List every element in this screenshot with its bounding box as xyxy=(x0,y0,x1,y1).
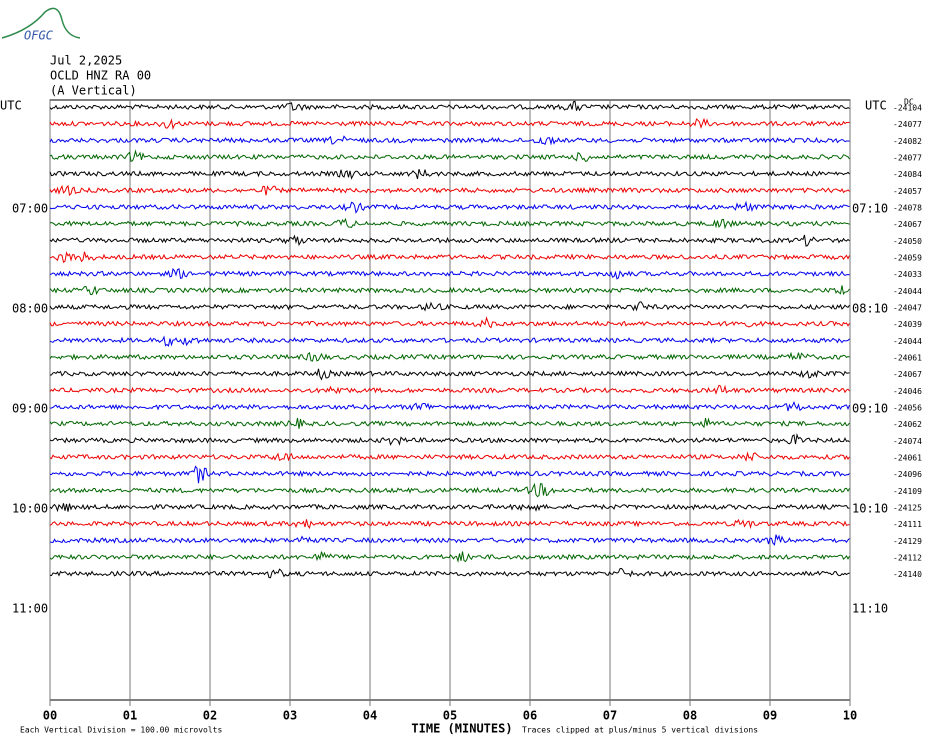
x-tick-label: 04 xyxy=(363,709,377,723)
dc-offset: -24046 xyxy=(893,387,922,396)
x-tick-label: 09 xyxy=(763,709,777,723)
left-label: 07:00 xyxy=(12,202,48,216)
logo: OFGC xyxy=(1,7,81,43)
dc-offset: -24077 xyxy=(893,120,922,129)
x-tick-label: 10 xyxy=(843,709,857,723)
trace xyxy=(49,482,850,498)
dc-offset: -24044 xyxy=(893,287,922,296)
trace xyxy=(49,217,850,230)
trace xyxy=(49,465,850,484)
dc-offset: -24050 xyxy=(893,237,922,246)
right-label: 08:10 xyxy=(852,302,888,316)
right-label: 10:10 xyxy=(852,502,888,516)
dc-offset: -24067 xyxy=(893,220,922,229)
footer-scale: Each Vertical Division = 100.00 microvol… xyxy=(20,726,222,735)
x-tick-label: 05 xyxy=(443,709,457,723)
x-tick-label: 00 xyxy=(43,709,57,723)
dc-offset: -24067 xyxy=(893,370,922,379)
trace xyxy=(49,518,850,530)
trace xyxy=(49,234,850,247)
right-label: 07:10 xyxy=(852,202,888,216)
right-label: 09:10 xyxy=(852,402,888,416)
x-tick-label: 01 xyxy=(123,709,137,723)
trace xyxy=(49,149,850,162)
trace xyxy=(49,100,850,112)
trace xyxy=(49,184,850,196)
dc-offset: -24082 xyxy=(893,137,922,146)
trace xyxy=(49,503,850,513)
dc-offset: -24109 xyxy=(893,487,922,496)
trace xyxy=(49,301,850,312)
x-axis-title: TIME (MINUTES) xyxy=(411,722,512,736)
dc-offset: -24096 xyxy=(893,470,922,479)
dc-offset: -24033 xyxy=(893,270,922,279)
dc-offset: -24104 xyxy=(893,104,922,113)
dc-offset: -24074 xyxy=(893,437,922,446)
trace xyxy=(49,534,850,546)
left-label: UTC xyxy=(0,99,22,113)
dc-offset: -24077 xyxy=(893,154,922,163)
dc-offset: -24061 xyxy=(893,454,922,463)
dc-offset: -24057 xyxy=(893,187,922,196)
dc-offset: -24084 xyxy=(893,170,922,179)
date: Jul 2,2025 xyxy=(50,54,122,68)
station: OCLD HNZ RA 00 xyxy=(50,69,151,83)
right-label: 11:10 xyxy=(852,602,888,616)
dc-offset: -24112 xyxy=(893,554,922,563)
dc-offset: -24062 xyxy=(893,420,922,429)
trace xyxy=(49,251,850,264)
left-label: 08:00 xyxy=(12,302,48,316)
trace xyxy=(49,417,850,429)
left-label: 09:00 xyxy=(12,402,48,416)
dc-offset: -24140 xyxy=(893,570,922,579)
dc-offset: -24047 xyxy=(893,304,922,313)
trace xyxy=(49,135,850,146)
dc-offset: -24125 xyxy=(893,504,922,513)
dc-offset: -24044 xyxy=(893,337,922,346)
dc-offset: -24056 xyxy=(893,404,922,413)
dc-offset: -24129 xyxy=(893,537,922,546)
trace xyxy=(49,433,850,446)
footer-clip: Traces clipped at plus/minus 5 vertical … xyxy=(522,726,758,735)
trace xyxy=(49,267,850,280)
trace xyxy=(49,316,850,329)
trace xyxy=(49,368,850,381)
trace xyxy=(49,351,850,362)
dc-offset: -24078 xyxy=(893,204,922,213)
trace xyxy=(49,169,850,180)
trace xyxy=(49,335,850,347)
dc-offset: -24039 xyxy=(893,320,922,329)
dc-offset: -24111 xyxy=(893,520,922,529)
component: (A Vertical) xyxy=(50,84,137,98)
dc-offset: -24061 xyxy=(893,354,922,363)
trace xyxy=(49,285,850,296)
logo-text: OFGC xyxy=(24,29,54,43)
trace xyxy=(49,551,850,563)
x-tick-label: 08 xyxy=(683,709,697,723)
left-label: 10:00 xyxy=(12,502,48,516)
trace xyxy=(49,400,850,412)
left-label: 11:00 xyxy=(12,602,48,616)
trace xyxy=(49,117,850,131)
x-tick-label: 07 xyxy=(603,709,617,723)
logo-curve xyxy=(1,7,81,39)
trace xyxy=(49,384,850,395)
trace xyxy=(49,567,850,579)
x-tick-label: 06 xyxy=(523,709,537,723)
x-tick-label: 02 xyxy=(203,709,217,723)
right-label: UTC xyxy=(865,99,887,113)
dc-label: DC xyxy=(904,98,914,107)
dc-offset: -24059 xyxy=(893,254,922,263)
x-tick-label: 03 xyxy=(283,709,297,723)
trace xyxy=(49,200,850,214)
trace xyxy=(49,451,850,463)
